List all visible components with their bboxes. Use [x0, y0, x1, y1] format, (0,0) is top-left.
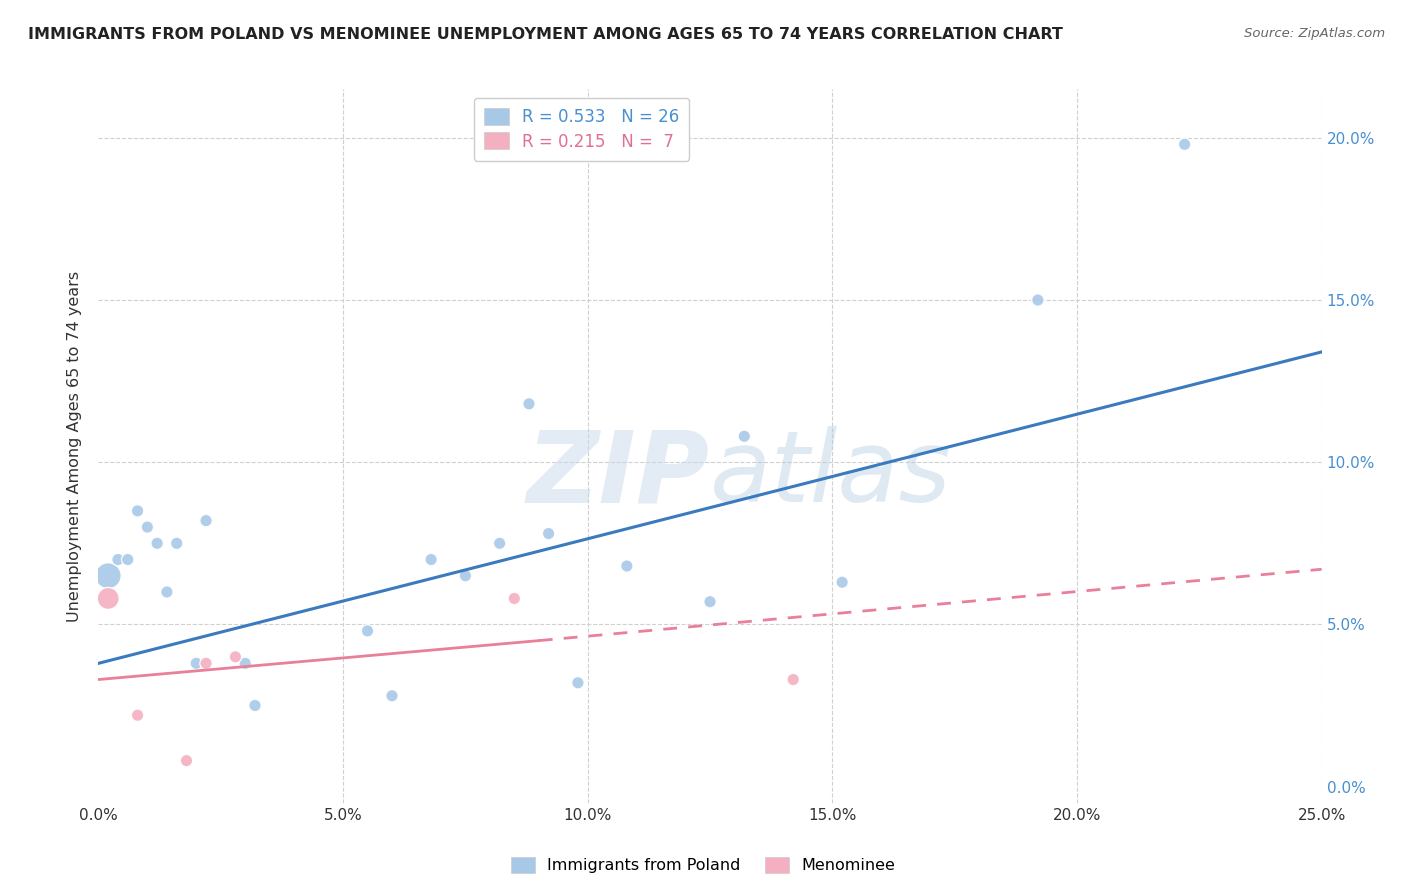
Text: Source: ZipAtlas.com: Source: ZipAtlas.com	[1244, 27, 1385, 40]
Point	[97, 591, 120, 606]
Point	[186, 657, 208, 671]
Point	[156, 585, 179, 599]
Text: IMMIGRANTS FROM POLAND VS MENOMINEE UNEMPLOYMENT AMONG AGES 65 TO 74 YEARS CORRE: IMMIGRANTS FROM POLAND VS MENOMINEE UNEM…	[28, 27, 1063, 42]
Point	[356, 624, 378, 638]
Point	[616, 559, 638, 574]
Text: atlas: atlas	[710, 426, 952, 523]
Point	[243, 698, 266, 713]
Point	[176, 754, 198, 768]
Point	[233, 657, 256, 671]
Point	[127, 504, 149, 518]
Point	[1026, 293, 1049, 307]
Point	[503, 591, 526, 606]
Point	[107, 552, 129, 566]
Point	[195, 657, 218, 671]
Point	[420, 552, 443, 566]
Point	[381, 689, 404, 703]
Point	[699, 595, 721, 609]
Point	[488, 536, 510, 550]
Point	[97, 568, 120, 582]
Point	[1174, 137, 1197, 152]
Y-axis label: Unemployment Among Ages 65 to 74 years: Unemployment Among Ages 65 to 74 years	[67, 270, 83, 622]
Legend: R = 0.533   N = 26, R = 0.215   N =  7: R = 0.533 N = 26, R = 0.215 N = 7	[474, 97, 689, 161]
Point	[146, 536, 169, 550]
Point	[517, 397, 540, 411]
Point	[567, 675, 589, 690]
Point	[782, 673, 804, 687]
Point	[831, 575, 853, 590]
Point	[166, 536, 188, 550]
Point	[224, 649, 246, 664]
Legend: Immigrants from Poland, Menominee: Immigrants from Poland, Menominee	[505, 850, 901, 880]
Point	[537, 526, 560, 541]
Text: ZIP: ZIP	[527, 426, 710, 523]
Point	[136, 520, 159, 534]
Point	[195, 514, 218, 528]
Point	[117, 552, 139, 566]
Point	[733, 429, 755, 443]
Point	[127, 708, 149, 723]
Point	[454, 568, 477, 582]
